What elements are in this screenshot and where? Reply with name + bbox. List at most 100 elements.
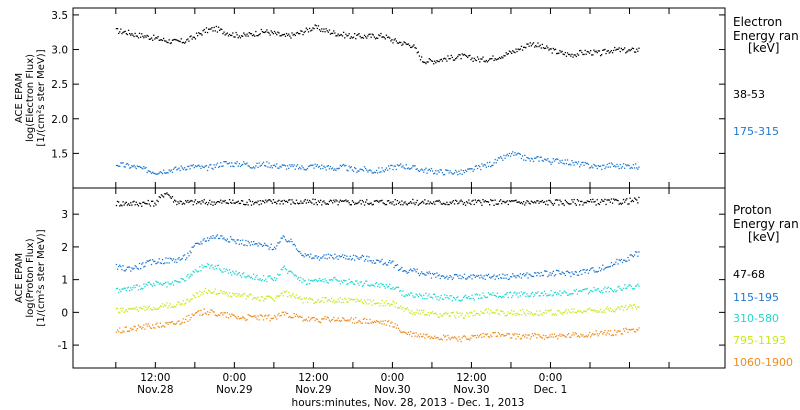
data-point-38-53 (553, 49, 556, 51)
data-point-310-580 (561, 292, 563, 294)
data-point-795-1193 (124, 310, 126, 312)
data-point-795-1193 (352, 298, 355, 301)
data-point-1060-1900 (156, 322, 158, 324)
data-point-47-68 (590, 199, 592, 201)
data-point-795-1193 (630, 305, 632, 307)
data-point-1060-1900 (506, 332, 508, 335)
data-point-310-580 (119, 289, 121, 291)
data-point-115-195 (197, 242, 199, 244)
data-point-175-315 (486, 162, 489, 164)
data-point-175-315 (368, 169, 370, 172)
data-point-38-53 (389, 37, 391, 39)
data-point-1060-1900 (322, 318, 324, 320)
data-point-115-195 (259, 243, 261, 245)
data-point-795-1193 (511, 309, 513, 312)
data-point-175-315 (603, 164, 605, 166)
data-point-310-580 (530, 293, 532, 295)
data-point-38-53 (565, 55, 568, 57)
data-point-47-68 (446, 201, 448, 203)
data-point-1060-1900 (572, 332, 574, 334)
data-point-795-1193 (622, 309, 625, 311)
data-point-115-195 (361, 254, 363, 257)
data-point-38-53 (189, 36, 191, 38)
data-point-47-68 (470, 203, 472, 205)
data-point-47-68 (198, 201, 200, 204)
data-point-47-68 (500, 199, 502, 201)
data-point-38-53 (322, 30, 324, 33)
data-point-38-53 (485, 59, 487, 62)
data-point-1060-1900 (515, 338, 517, 340)
data-point-115-195 (322, 256, 324, 258)
proton-ylabel-line2: log(Proton Flux) (25, 238, 36, 317)
data-point-175-315 (210, 164, 212, 166)
data-point-38-53 (293, 33, 295, 35)
data-point-310-580 (564, 291, 566, 293)
data-point-175-315 (131, 165, 133, 167)
data-point-1060-1900 (201, 314, 203, 316)
data-point-795-1193 (305, 297, 307, 299)
data-point-38-53 (305, 27, 307, 29)
data-point-47-68 (457, 203, 459, 205)
data-point-1060-1900 (312, 317, 314, 319)
data-point-47-68 (609, 201, 611, 203)
data-point-175-315 (206, 169, 209, 172)
data-point-38-53 (423, 61, 425, 63)
data-point-38-53 (493, 59, 495, 62)
data-point-47-68 (272, 199, 275, 201)
data-point-175-315 (329, 165, 332, 168)
data-point-1060-1900 (209, 311, 211, 314)
data-point-115-195 (337, 258, 339, 260)
data-point-310-580 (399, 290, 401, 292)
data-point-115-195 (249, 244, 251, 246)
data-point-175-315 (180, 165, 182, 167)
data-point-47-68 (493, 204, 495, 206)
data-point-795-1193 (557, 310, 559, 312)
data-point-47-68 (576, 199, 579, 201)
data-point-310-580 (513, 292, 515, 294)
data-point-795-1193 (323, 301, 325, 303)
data-point-1060-1900 (584, 335, 586, 338)
data-point-115-195 (637, 255, 639, 257)
data-point-795-1193 (316, 300, 318, 302)
data-point-175-315 (605, 166, 607, 168)
data-point-38-53 (397, 42, 400, 44)
data-point-47-68 (601, 199, 603, 201)
data-point-795-1193 (401, 308, 403, 310)
data-point-1060-1900 (289, 315, 291, 318)
data-point-310-580 (339, 283, 341, 285)
data-point-175-315 (563, 163, 565, 165)
data-point-38-53 (119, 31, 121, 33)
data-point-795-1193 (571, 308, 573, 310)
data-point-38-53 (267, 31, 269, 33)
data-point-47-68 (632, 200, 635, 203)
data-point-38-53 (489, 58, 491, 60)
data-point-310-580 (637, 283, 639, 285)
data-point-38-53 (556, 52, 558, 55)
data-point-795-1193 (556, 314, 558, 316)
data-point-175-315 (468, 168, 470, 170)
data-point-1060-1900 (430, 336, 433, 338)
data-point-795-1193 (635, 306, 637, 308)
data-point-795-1193 (419, 313, 422, 315)
data-point-310-580 (249, 277, 251, 279)
data-point-38-53 (198, 32, 200, 34)
y-tick-label: 2 (61, 242, 68, 254)
data-point-310-580 (163, 283, 165, 285)
data-point-47-68 (234, 202, 236, 205)
data-point-795-1193 (543, 312, 546, 314)
data-point-38-53 (354, 33, 356, 35)
data-point-115-195 (424, 274, 426, 276)
data-point-175-315 (540, 156, 542, 158)
data-point-795-1193 (604, 311, 606, 313)
data-point-1060-1900 (629, 329, 631, 331)
data-point-795-1193 (334, 302, 336, 304)
data-point-1060-1900 (332, 318, 334, 321)
data-point-47-68 (514, 200, 516, 202)
data-point-795-1193 (249, 293, 251, 295)
data-point-115-195 (201, 243, 203, 245)
data-point-47-68 (220, 199, 222, 201)
data-point-310-580 (323, 281, 325, 283)
data-point-115-195 (373, 262, 376, 264)
data-point-38-53 (444, 57, 446, 59)
data-point-310-580 (386, 286, 389, 288)
